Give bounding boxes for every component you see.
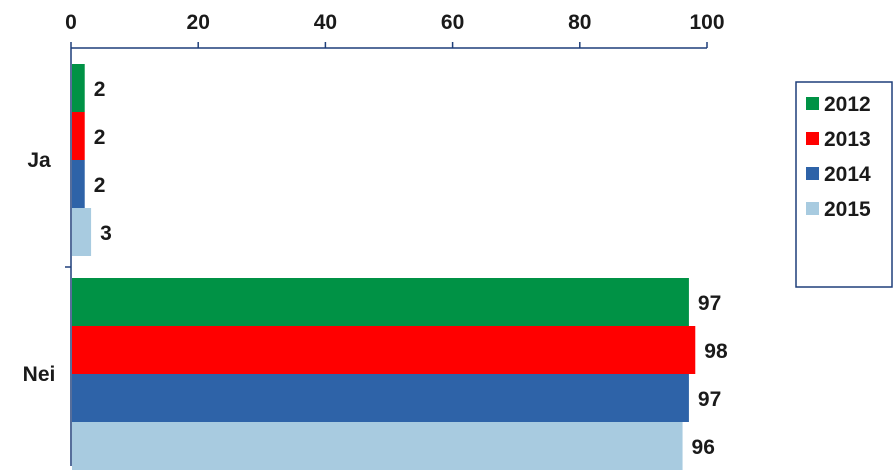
legend-swatch-2013 [806,132,819,145]
category-label: Ja [27,149,51,172]
legend: 2012 2013 2014 2015 [795,81,893,288]
x-tick-label: 60 [441,11,464,34]
data-label: 2 [94,126,106,149]
legend-box [795,81,893,288]
data-label: 97 [698,292,721,315]
x-tick-label: 100 [689,11,724,34]
data-label: 2 [94,78,106,101]
bar-nei-2014 [72,374,689,422]
data-label: 3 [100,222,112,245]
bar-ja-2015 [72,208,92,256]
x-tick-label: 80 [568,11,591,34]
legend-swatch-2014 [806,167,819,180]
x-tick-label: 20 [187,11,210,34]
data-label: 97 [698,388,721,411]
bar-nei-2013 [72,326,696,374]
bar-nei-2015 [72,422,683,470]
data-label: 98 [704,340,728,363]
data-label: 96 [692,436,715,459]
bar-nei-2012 [72,278,689,326]
axis-layer: 0 20 40 60 80 100 Ja Nei [23,11,725,466]
legend-label-2014: 2014 [824,163,871,186]
bar-ja-2013 [72,112,85,160]
x-tick-label: 40 [314,11,337,34]
bar-ja-2014 [72,160,85,208]
bar-ja-2012 [72,64,85,112]
legend-label-2015: 2015 [824,198,871,221]
legend-label-2012: 2012 [824,93,871,116]
legend-swatch-2015 [806,202,819,215]
x-tick-label: 0 [65,11,77,34]
legend-swatch-2012 [806,97,819,110]
bars-layer [72,64,696,470]
data-labels-layer: 2 2 2 3 97 98 97 96 [94,78,728,459]
data-label: 2 [94,174,106,197]
legend-label-2013: 2013 [824,128,871,151]
category-label: Nei [23,363,56,386]
